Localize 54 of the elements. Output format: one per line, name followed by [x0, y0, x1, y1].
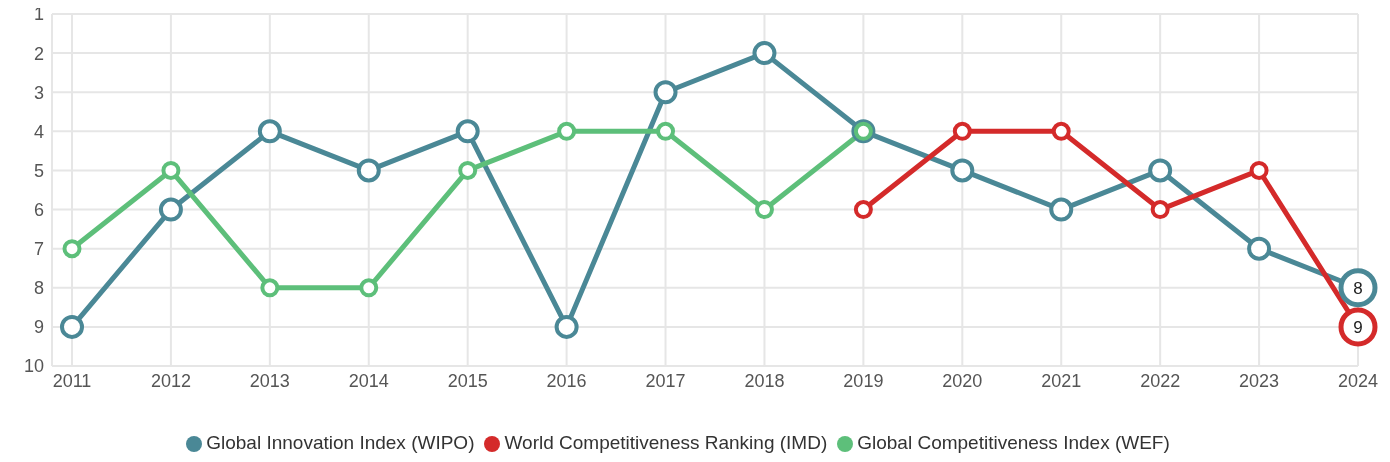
point: [554, 314, 579, 339]
point: [455, 119, 480, 144]
x-tick-label: 2013: [249, 370, 290, 391]
x-tick-label: 2018: [744, 370, 785, 391]
point: [1148, 158, 1173, 183]
point: [754, 200, 774, 220]
point: [557, 121, 577, 141]
point: [853, 200, 873, 220]
point: [1049, 197, 1074, 222]
x-tick-label: 2021: [1041, 370, 1082, 391]
point: [1051, 121, 1071, 141]
point: [950, 158, 975, 183]
y-tick-label: 10: [23, 356, 44, 377]
y-tick-label: 2: [33, 43, 44, 64]
point: [653, 80, 678, 105]
point: [62, 239, 82, 259]
x-tick-label: 2022: [1140, 370, 1181, 391]
point: [260, 278, 280, 298]
y-tick-label: 7: [33, 239, 44, 260]
y-tick-label: 6: [33, 199, 44, 220]
point: [1150, 200, 1170, 220]
point: [60, 314, 84, 339]
x-tick-label: 2015: [447, 370, 488, 391]
y-tick-label: 1: [33, 4, 44, 25]
y-tick-label: 5: [33, 160, 44, 181]
x-tick-label: 2014: [348, 370, 389, 391]
point: [161, 160, 181, 180]
y-tick-label: 9: [33, 317, 44, 338]
point: [458, 160, 478, 180]
point: [1247, 236, 1272, 261]
x-tick-label: 2020: [942, 370, 983, 391]
x-tick-label: 2024: [1337, 370, 1379, 391]
legend-label: World Competitiveness Ranking (IMD): [504, 432, 828, 453]
data-label: 9: [1353, 317, 1363, 337]
point: [752, 41, 777, 66]
x-tick-label: 2016: [546, 370, 587, 391]
x-tick-label: 2023: [1239, 370, 1280, 391]
x-tick-label: 2012: [150, 370, 191, 391]
legend-label: Global Innovation Index (WIPO): [206, 432, 475, 453]
point: [356, 158, 381, 183]
y-tick-label: 4: [33, 121, 44, 142]
point: [656, 121, 676, 141]
x-tick-label: 2019: [843, 370, 884, 391]
point: [952, 121, 972, 141]
point: [359, 278, 379, 298]
point: [257, 119, 282, 144]
point: [158, 197, 183, 222]
point: [1249, 160, 1269, 180]
x-tick-label: 2017: [645, 370, 686, 391]
x-tick-label: 2011: [52, 370, 92, 391]
y-tick-label: 3: [33, 82, 44, 103]
data-label: 8: [1353, 278, 1363, 298]
legend-label: Global Competitiveness Index (WEF): [857, 432, 1170, 453]
y-tick-label: 8: [33, 278, 44, 299]
